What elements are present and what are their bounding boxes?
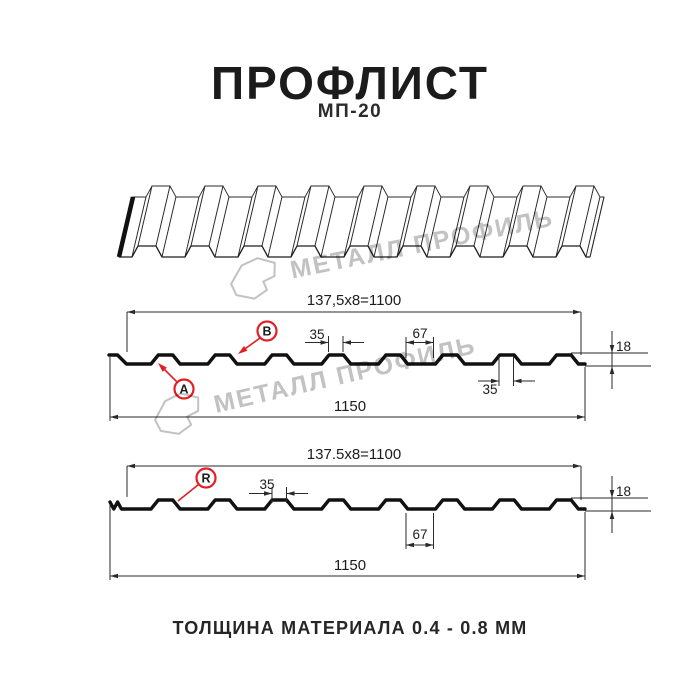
- sheet-3d-drawing: [116, 185, 605, 258]
- profile-bottom-diagram: [108, 463, 651, 580]
- dim-overall-width-bottom: 1150: [334, 557, 366, 574]
- dim-height-bottom: 18: [616, 484, 631, 499]
- dim-crest-width-top: 35: [309, 327, 324, 342]
- watermark-brand-top: МЕТАЛЛ ПРОФИЛЬ: [222, 196, 558, 306]
- side-label-r: R: [201, 472, 210, 486]
- metall-profil-logo-icon: [230, 257, 276, 300]
- callout-markers: [158, 320, 278, 502]
- dim-module-width-bottom: 137.5x8=1100: [307, 446, 401, 463]
- dim-height-top: 18: [616, 339, 631, 354]
- metall-profil-logo-icon: [154, 392, 200, 435]
- dim-crest-width-top-right: 35: [482, 382, 497, 397]
- dim-module-width-top: 137,5x8=1100: [307, 292, 401, 309]
- profile-top-diagram: [107, 309, 651, 421]
- dim-crest-width-bottom: 35: [259, 477, 274, 492]
- page-subtitle: МП-20: [317, 101, 383, 122]
- side-label-b: B: [262, 325, 271, 339]
- dim-valley-width-bottom: 67: [412, 527, 427, 542]
- dim-overall-width-top: 1150: [334, 398, 366, 415]
- material-thickness-note: ТОЛЩИНА МАТЕРИАЛА 0.4 - 0.8 ММ: [172, 618, 528, 638]
- side-label-a: A: [179, 383, 188, 397]
- dim-valley-width-top: 67: [412, 326, 427, 341]
- watermark-brand-middle: МЕТАЛЛ ПРОФИЛЬ: [145, 323, 481, 441]
- page-title: ПРОФЛИСТ: [211, 57, 489, 109]
